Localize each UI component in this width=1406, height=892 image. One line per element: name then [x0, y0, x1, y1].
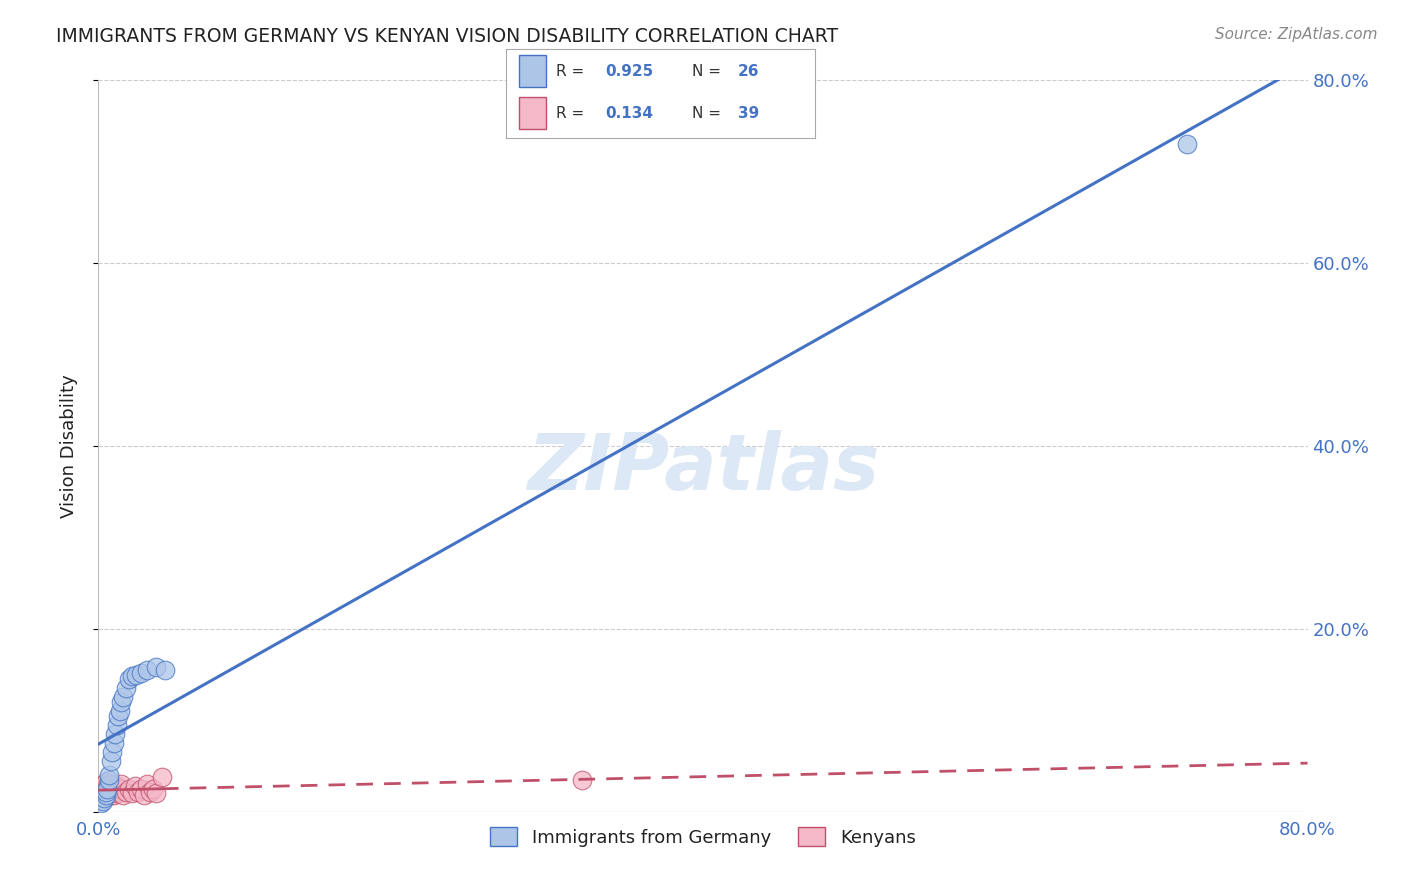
Point: [91, 794, 114, 808]
Point: [94, 789, 117, 803]
Point: [135, 663, 157, 677]
Point: [98, 772, 121, 787]
Point: [91, 787, 114, 801]
Point: [90, 796, 112, 810]
Point: [571, 772, 593, 787]
Point: [118, 672, 141, 686]
Point: [94, 781, 117, 796]
Point: [101, 784, 124, 798]
Point: [100, 755, 122, 769]
Point: [107, 708, 129, 723]
Point: [107, 787, 129, 801]
Point: [98, 777, 121, 791]
Text: N =: N =: [692, 106, 725, 120]
Point: [96, 787, 118, 801]
Point: [145, 660, 167, 674]
Text: 0.925: 0.925: [605, 64, 654, 78]
Point: [114, 784, 136, 798]
Text: N =: N =: [692, 64, 725, 78]
Point: [103, 789, 125, 803]
Point: [96, 779, 118, 793]
Text: Source: ZipAtlas.com: Source: ZipAtlas.com: [1215, 27, 1378, 42]
Point: [135, 777, 157, 791]
Point: [103, 736, 125, 750]
FancyBboxPatch shape: [519, 55, 547, 87]
Point: [96, 781, 118, 796]
Point: [127, 784, 149, 798]
Point: [153, 663, 176, 677]
Point: [89, 789, 111, 803]
Text: 0.134: 0.134: [605, 106, 654, 120]
Point: [105, 779, 128, 793]
Point: [94, 789, 117, 803]
Point: [100, 789, 122, 803]
Point: [129, 781, 152, 796]
Point: [111, 690, 134, 705]
Point: [90, 784, 112, 798]
Point: [145, 787, 167, 801]
Text: IMMIGRANTS FROM GERMANY VS KENYAN VISION DISABILITY CORRELATION CHART: IMMIGRANTS FROM GERMANY VS KENYAN VISION…: [56, 27, 838, 45]
Text: R =: R =: [555, 64, 589, 78]
Point: [129, 665, 152, 680]
Point: [93, 777, 115, 791]
Point: [108, 704, 131, 718]
Text: 39: 39: [738, 106, 759, 120]
Point: [93, 791, 115, 805]
Point: [91, 779, 114, 793]
Point: [101, 745, 124, 759]
Legend: Immigrants from Germany, Kenyans: Immigrants from Germany, Kenyans: [484, 820, 922, 854]
Point: [101, 777, 124, 791]
Point: [124, 779, 146, 793]
Text: 26: 26: [738, 64, 759, 78]
Point: [104, 727, 127, 741]
Point: [125, 667, 148, 681]
Point: [103, 781, 125, 796]
Point: [110, 777, 132, 791]
Point: [100, 781, 122, 796]
Point: [111, 789, 134, 803]
Point: [104, 784, 127, 798]
Point: [132, 789, 155, 803]
Point: [121, 669, 143, 683]
Point: [105, 718, 128, 732]
Y-axis label: Vision Disability: Vision Disability: [59, 374, 77, 518]
Point: [94, 784, 117, 798]
Point: [98, 784, 121, 798]
Point: [108, 781, 131, 796]
FancyBboxPatch shape: [519, 97, 547, 129]
Point: [121, 787, 143, 801]
Point: [94, 775, 117, 789]
Point: [98, 768, 121, 782]
Point: [114, 681, 136, 696]
Text: R =: R =: [555, 106, 589, 120]
Text: ZIPatlas: ZIPatlas: [527, 430, 879, 506]
Point: [1175, 137, 1198, 152]
Point: [150, 770, 173, 784]
Point: [139, 784, 162, 798]
Point: [93, 784, 115, 798]
Point: [90, 781, 112, 796]
Point: [110, 695, 132, 709]
Point: [142, 781, 165, 796]
Point: [118, 781, 141, 796]
